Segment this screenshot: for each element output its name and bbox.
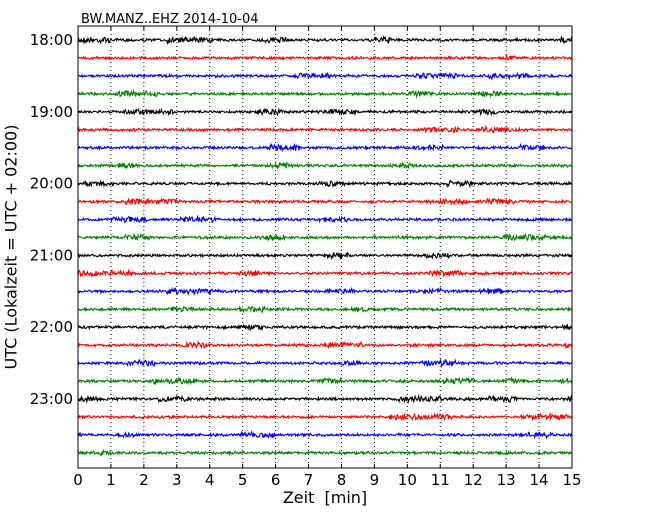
seismogram-trace — [77, 305, 573, 314]
y-tick-label: 22:00 — [30, 318, 73, 336]
plot-background — [78, 26, 572, 468]
x-tick-label: 6 — [271, 471, 281, 489]
seismogram-trace — [77, 54, 573, 62]
y-tick-label: 20:00 — [30, 175, 73, 193]
x-tick-label: 15 — [562, 471, 581, 489]
seismogram-trace — [77, 142, 573, 153]
grid-lines — [110, 26, 540, 468]
x-tick-label: 11 — [431, 471, 450, 489]
seismogram-trace — [77, 35, 573, 46]
y-tick-label: 18:00 — [30, 31, 73, 49]
seismogram-trace — [77, 340, 573, 350]
seismogram-trace — [77, 71, 573, 81]
seismogram-trace — [77, 251, 573, 261]
seismogram-trace — [77, 268, 573, 279]
y-axis: 18:00 19:00 20:00 21:00 22:00 23:00 — [30, 31, 572, 408]
x-tick-label: 4 — [205, 471, 215, 489]
y-axis-label: UTC (Lokalzeit = UTC + 02:00) — [1, 124, 21, 370]
x-tick-label: 9 — [370, 471, 380, 489]
seismogram-trace — [77, 214, 573, 224]
seismogram-trace — [77, 376, 573, 386]
x-tick-label: 5 — [238, 471, 248, 489]
x-tick-label: 12 — [464, 471, 483, 489]
seismogram-trace — [77, 286, 573, 297]
x-tick-label: 10 — [398, 471, 417, 489]
x-tick-label: 3 — [172, 471, 182, 489]
seismogram-trace — [77, 124, 573, 135]
x-tick-label: 0 — [73, 471, 83, 489]
x-axis: 0 1 2 3 4 5 6 7 8 9 10 11 12 13 14 15 — [73, 26, 582, 489]
seismogram-trace — [77, 88, 573, 99]
seismogram-trace — [77, 412, 573, 422]
y-tick-label: 23:00 — [30, 390, 73, 408]
x-tick-label: 13 — [497, 471, 516, 489]
seismogram-traces — [77, 35, 573, 457]
seismogram-trace — [77, 107, 573, 117]
chart-title: BW.MANZ..EHZ 2014-10-04 — [81, 12, 259, 27]
seismogram-trace — [77, 232, 573, 242]
x-tick-label: 8 — [337, 471, 347, 489]
seismogram-trace — [77, 161, 573, 171]
seismogram-trace — [77, 179, 573, 189]
seismogram-trace — [78, 197, 573, 207]
y-tick-label: 19:00 — [30, 103, 73, 121]
seismogram-trace — [77, 448, 573, 457]
seismogram-trace — [77, 323, 573, 332]
plot-frame — [77, 25, 573, 469]
y-tick-label: 21:00 — [30, 246, 73, 264]
x-axis-label-text: Zeit [min] — [282, 488, 368, 507]
seismogram-trace — [77, 429, 573, 440]
seismogram-trace — [77, 393, 573, 405]
x-tick-label: 1 — [106, 471, 116, 489]
x-axis-label: Zeit [min] — [0, 488, 650, 507]
seismogram-trace — [77, 358, 573, 369]
x-tick-label: 14 — [530, 471, 549, 489]
x-tick-label: 7 — [304, 471, 314, 489]
x-tick-label: 2 — [139, 471, 149, 489]
